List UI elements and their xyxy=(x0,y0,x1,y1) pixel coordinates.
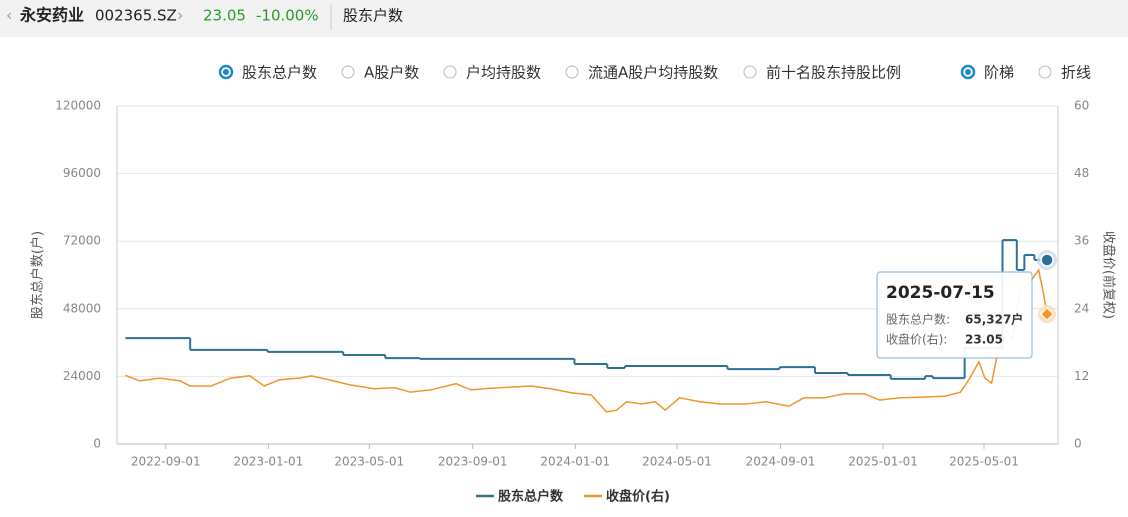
y2-tick-label: 12 xyxy=(1074,369,1089,383)
radio-label[interactable]: 流通A股户均持股数 xyxy=(588,64,718,82)
y-tick-label: 24000 xyxy=(63,369,101,383)
x-tick-label: 2024-01-01 xyxy=(540,455,610,469)
y-tick-label: 0 xyxy=(93,437,101,451)
x-tick-label: 2023-09-01 xyxy=(438,455,508,469)
radio[interactable] xyxy=(1038,65,1052,79)
stock-code: 002365.SZ xyxy=(95,7,177,25)
x-tick-label: 2023-05-01 xyxy=(334,455,404,469)
x-tick-label: 2024-09-01 xyxy=(746,455,816,469)
legend-label: 收盘价(右) xyxy=(606,489,670,505)
radio[interactable] xyxy=(443,65,457,79)
forward-arrow[interactable]: › xyxy=(177,6,183,25)
radio-label[interactable]: A股户数 xyxy=(364,64,419,82)
y2-tick-label: 24 xyxy=(1074,301,1089,315)
radio-label[interactable]: 前十名股东持股比例 xyxy=(766,64,901,82)
y-tick-label: 96000 xyxy=(63,166,101,180)
legend-label: 股东总户数 xyxy=(498,489,564,505)
x-tick-label: 2025-05-01 xyxy=(949,455,1019,469)
x-tick-label: 2025-01-01 xyxy=(848,455,918,469)
y-tick-label: 72000 xyxy=(63,234,101,248)
header-bar xyxy=(0,0,1128,37)
y2-tick-label: 0 xyxy=(1074,437,1082,451)
radio[interactable] xyxy=(565,65,579,79)
hover-point xyxy=(1040,307,1054,321)
x-tick-label: 2024-05-01 xyxy=(642,455,712,469)
change: -10.00% xyxy=(256,7,319,25)
tooltip-title: 2025-07-15 xyxy=(886,283,995,303)
y2-tick-label: 48 xyxy=(1074,166,1089,180)
radio-label[interactable]: 折线 xyxy=(1061,64,1091,82)
x-tick-label: 2022-09-01 xyxy=(131,455,201,469)
tooltip-value: 23.05 xyxy=(965,333,1003,347)
y2-tick-label: 36 xyxy=(1074,234,1089,248)
radio-dot xyxy=(223,69,229,75)
price-line xyxy=(125,268,1048,413)
y-axis-title: 股东总户数(户) xyxy=(30,231,46,319)
y-tick-label: 48000 xyxy=(63,301,101,315)
back-arrow[interactable]: ‹ xyxy=(6,6,12,25)
tooltip-box xyxy=(876,271,1033,359)
tooltip-value: 65,327户 xyxy=(965,312,1023,327)
radio-dot xyxy=(965,69,971,75)
y-tick-label: 120000 xyxy=(55,99,101,113)
radio[interactable] xyxy=(743,65,757,79)
tooltip-label: 收盘价(右): xyxy=(886,332,947,347)
stock-name: 永安药业 xyxy=(19,6,84,25)
hover-point xyxy=(1040,253,1054,267)
price: 23.05 xyxy=(203,7,246,25)
y2-axis-title: 收盘价(前复权) xyxy=(1101,231,1117,319)
tab-title: 股东户数 xyxy=(343,7,403,25)
radio-label[interactable]: 股东总户数 xyxy=(242,64,317,82)
radio-label[interactable]: 阶梯 xyxy=(984,64,1014,82)
tooltip-label: 股东总户数: xyxy=(886,312,950,327)
radio-label[interactable]: 户均持股数 xyxy=(466,64,541,82)
y2-tick-label: 60 xyxy=(1074,99,1089,113)
radio[interactable] xyxy=(341,65,355,79)
x-tick-label: 2023-01-01 xyxy=(233,455,303,469)
